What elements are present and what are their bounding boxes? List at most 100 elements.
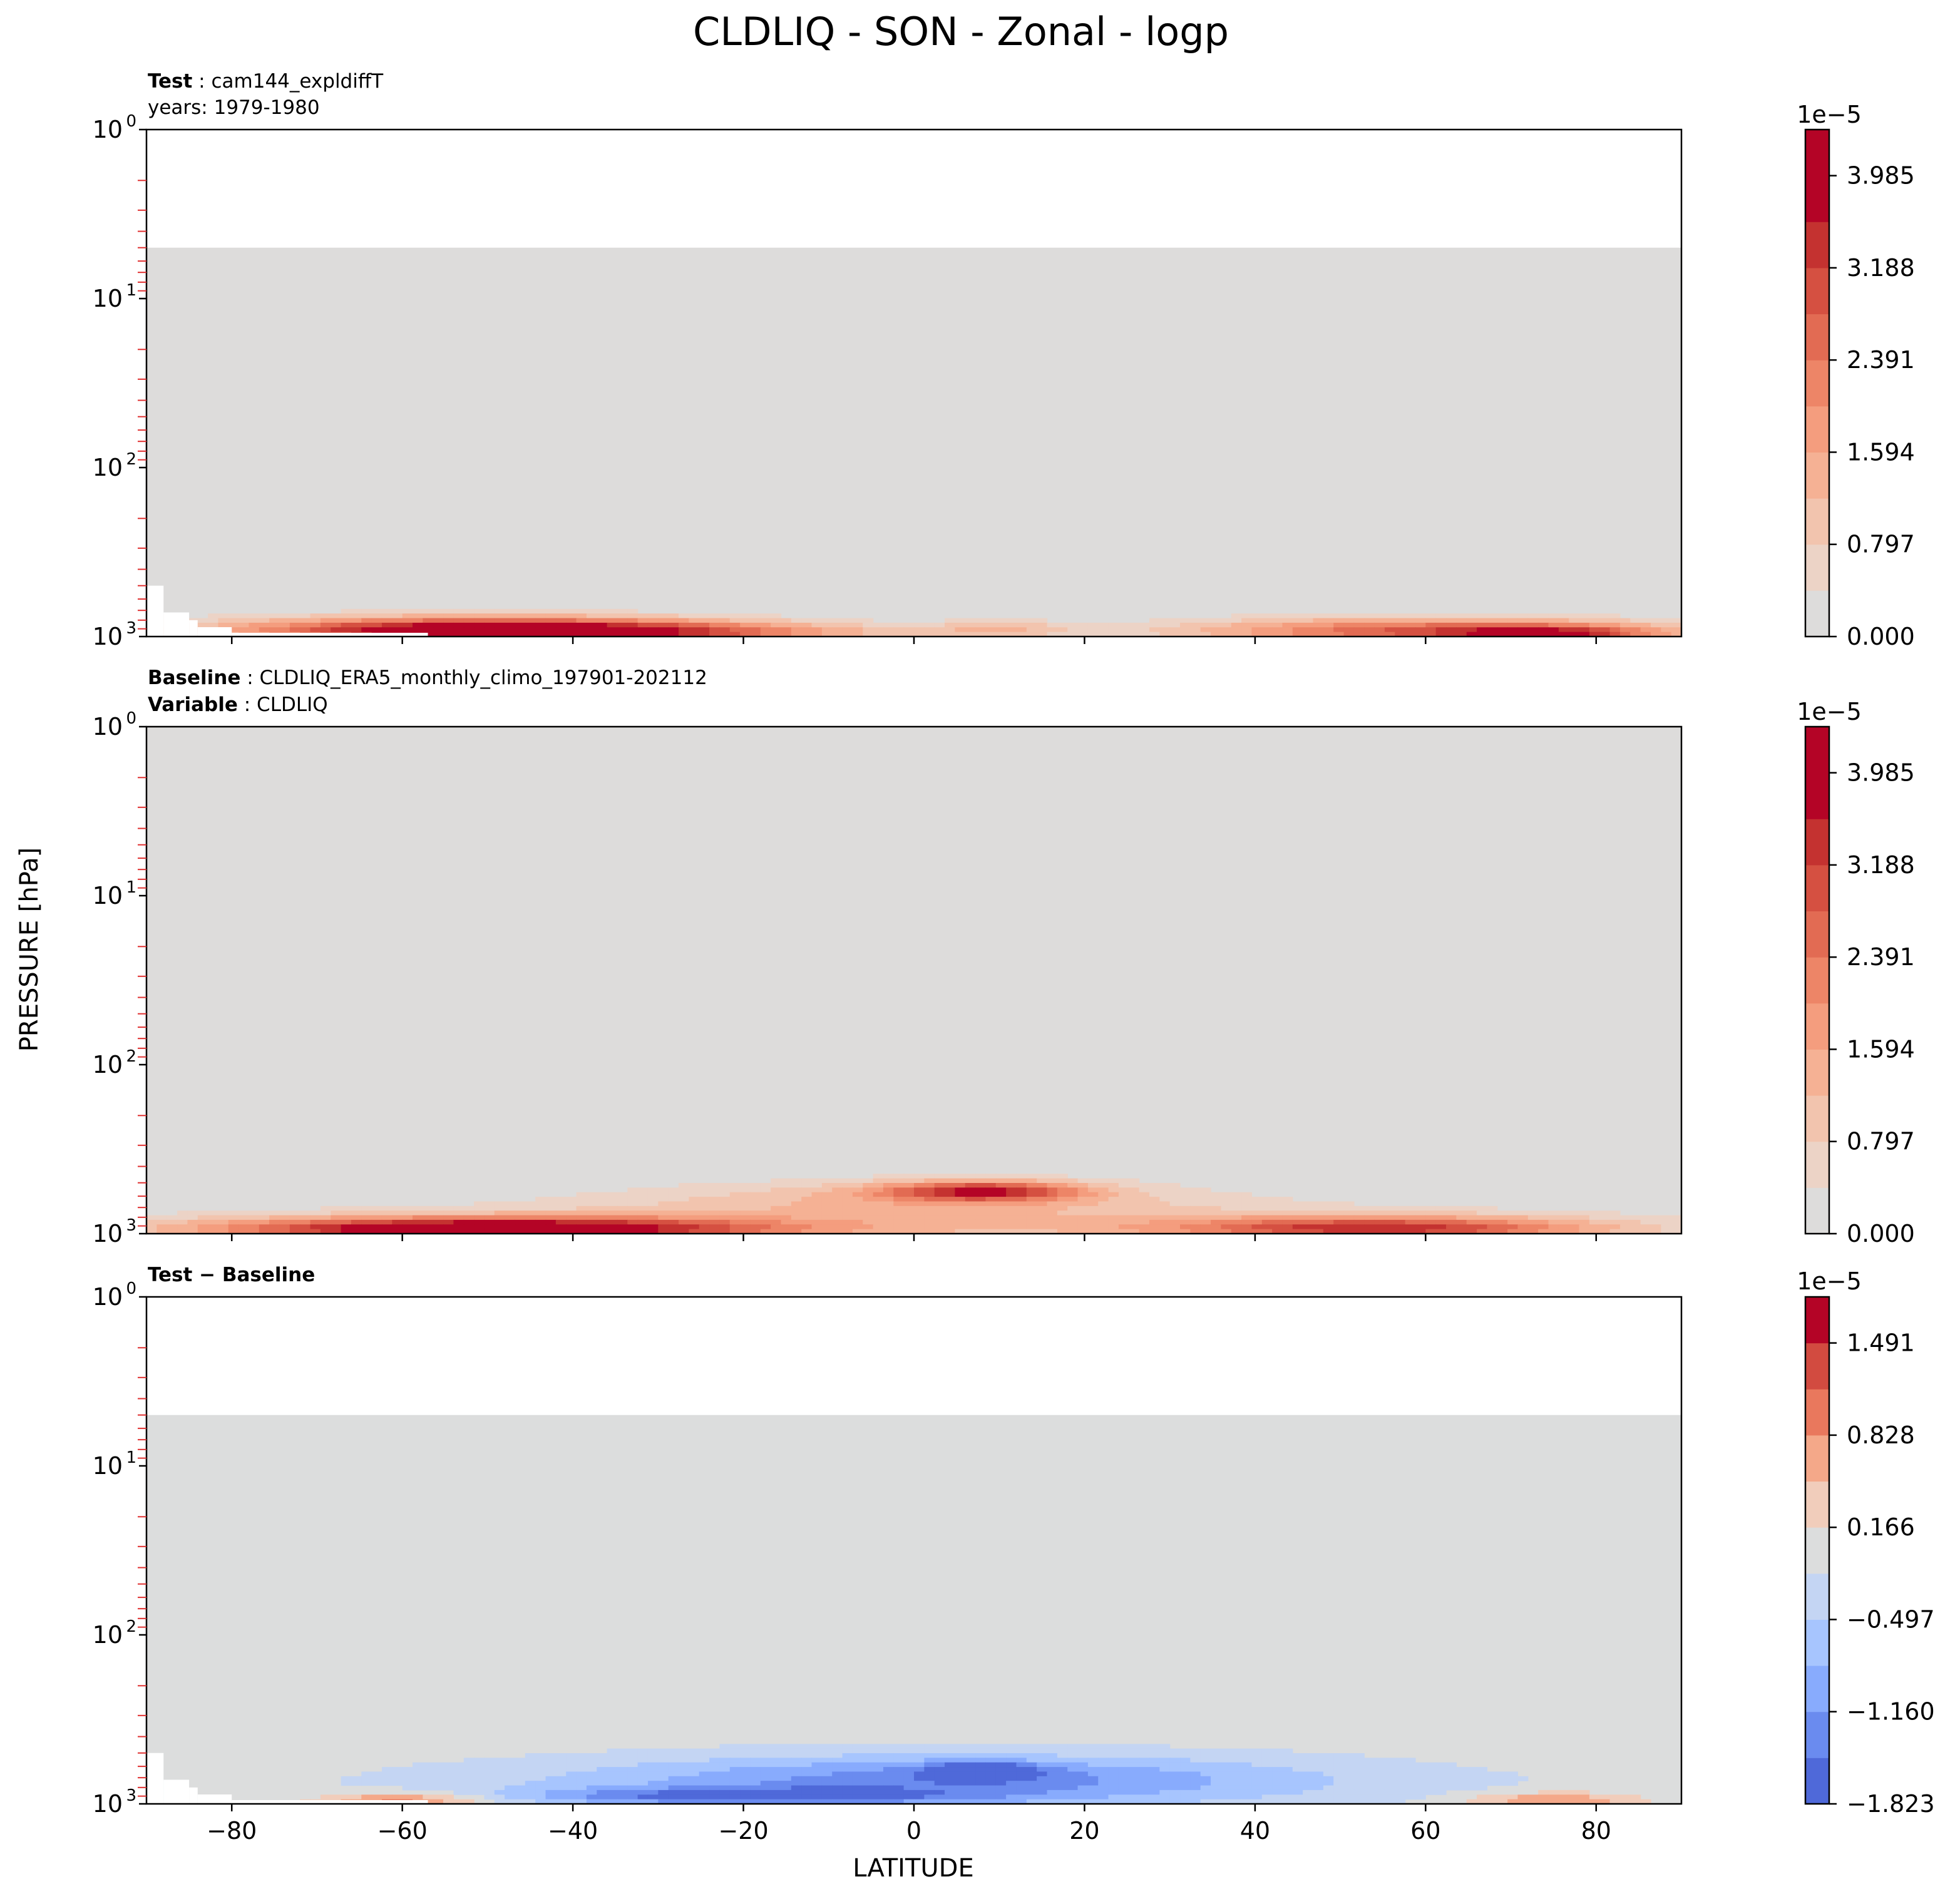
contour-cell xyxy=(1303,1205,1314,1211)
contour-cell xyxy=(1477,1205,1488,1211)
contour-cell xyxy=(1200,627,1211,633)
contour-cell xyxy=(1579,622,1590,628)
contour-cell xyxy=(627,1192,639,1197)
contour-cell xyxy=(1303,613,1314,619)
contour-cell xyxy=(1579,1229,1590,1234)
contour-cell xyxy=(1026,1215,1037,1221)
contour-cell xyxy=(1047,1215,1058,1221)
contour-cell xyxy=(965,1174,976,1179)
contour-cell xyxy=(1435,627,1447,633)
contour-cell xyxy=(1087,1744,1099,1749)
contour-cell xyxy=(177,1219,188,1225)
contour-cell xyxy=(1435,1767,1447,1773)
contour-cell xyxy=(771,1183,782,1188)
colorbar-level xyxy=(1805,498,1829,545)
contour-cell xyxy=(1169,1762,1181,1768)
contour-cell xyxy=(1180,618,1191,623)
contour-cell xyxy=(1006,632,1017,637)
contour-cell xyxy=(934,1789,945,1795)
contour-cell xyxy=(689,1776,700,1781)
panel-diff-label: Test − Baseline xyxy=(148,1264,315,1286)
contour-cell xyxy=(1180,1201,1191,1207)
contour-cell xyxy=(903,1178,915,1184)
contour-cell xyxy=(740,1781,751,1786)
contour-cell xyxy=(658,1789,669,1795)
contour-cell xyxy=(1343,1205,1355,1211)
contour-cell xyxy=(1466,1211,1477,1216)
contour-cell xyxy=(1395,1771,1406,1777)
contour-cell xyxy=(1211,1192,1221,1197)
contour-cell xyxy=(494,608,505,614)
contour-cell xyxy=(1016,1785,1027,1791)
contour-cell xyxy=(791,632,802,637)
contour-cell xyxy=(1231,1201,1242,1207)
contour-cell xyxy=(750,613,761,619)
contour-cell xyxy=(1067,1776,1079,1781)
contour-cell xyxy=(771,1192,782,1197)
contour-cell xyxy=(903,632,915,637)
contour-cell xyxy=(1200,1187,1211,1193)
contour-cell xyxy=(781,1205,792,1211)
contour-cell xyxy=(863,622,874,628)
contour-cell xyxy=(1077,1187,1089,1193)
contour-cell xyxy=(474,608,485,614)
contour-cell xyxy=(1579,1799,1590,1804)
contour-cell xyxy=(392,1781,403,1786)
contour-cell xyxy=(1149,1187,1160,1193)
contour-cell xyxy=(1026,1781,1037,1786)
contour-cell xyxy=(1047,1187,1058,1193)
contour-cell xyxy=(1118,1799,1129,1804)
contour-cell xyxy=(914,1224,925,1230)
contour-cell xyxy=(821,618,833,623)
contour-cell xyxy=(1190,1776,1201,1781)
contour-cell xyxy=(1435,1224,1447,1230)
contour-cell xyxy=(781,627,792,633)
contour-cell xyxy=(924,1229,935,1234)
contour-cell xyxy=(474,1201,485,1207)
contour-cell xyxy=(1129,1229,1140,1234)
contour-cell xyxy=(679,1183,689,1188)
contour-cell xyxy=(781,1201,792,1207)
contour-cell xyxy=(1517,1215,1529,1221)
contour-cell xyxy=(781,1776,792,1781)
contour-cell xyxy=(1149,618,1160,623)
contour-cell xyxy=(187,1229,198,1234)
contour-cell xyxy=(1405,1794,1416,1800)
contour-cell xyxy=(331,1205,342,1211)
contour-cell xyxy=(597,1229,608,1234)
contour-cell xyxy=(1016,1174,1027,1179)
contour-cell xyxy=(760,1744,771,1749)
contour-cell xyxy=(689,1211,700,1216)
contour-cell xyxy=(903,1771,915,1777)
contour-cell xyxy=(392,622,403,628)
contour-cell xyxy=(1200,1767,1211,1773)
contour-cell xyxy=(1037,627,1048,633)
contour-cell xyxy=(995,1748,1007,1754)
contour-cell xyxy=(1303,1776,1314,1781)
contour-cell xyxy=(484,1201,495,1207)
contour-cell xyxy=(617,1224,628,1230)
contour-cell xyxy=(1292,613,1303,619)
contour-cell xyxy=(443,1762,454,1768)
contour-cell xyxy=(955,1762,966,1768)
contour-cell xyxy=(1589,618,1600,623)
contour-cell xyxy=(1180,1799,1191,1804)
contour-cell xyxy=(1292,1785,1303,1791)
contour-cell xyxy=(474,1771,485,1777)
contour-cell xyxy=(1548,1211,1559,1216)
contour-cell xyxy=(750,1183,761,1188)
contour-cell xyxy=(975,1219,987,1225)
contour-cell xyxy=(1303,1799,1314,1804)
contour-cell xyxy=(1323,1762,1334,1768)
contour-cell xyxy=(801,1183,813,1188)
contour-cell xyxy=(1149,1229,1160,1234)
contour-cell xyxy=(331,1215,342,1221)
contour-cell xyxy=(1292,1794,1303,1800)
contour-cell xyxy=(1006,1205,1017,1211)
contour-cell xyxy=(811,1224,823,1230)
contour-cell xyxy=(1139,1781,1150,1786)
contour-cell xyxy=(1006,1744,1017,1749)
contour-cell xyxy=(1599,1215,1611,1221)
contour-cell xyxy=(811,618,823,623)
